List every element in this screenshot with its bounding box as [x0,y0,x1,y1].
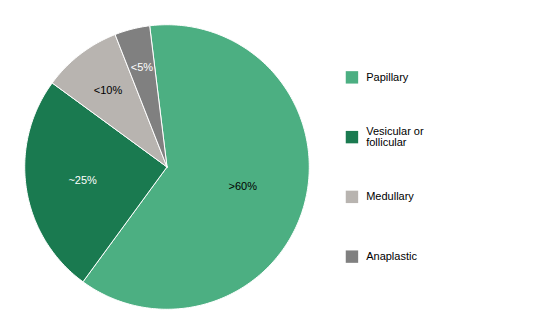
svg-text:Anaplastic: Anaplastic [366,250,417,262]
svg-text:<10%: <10% [94,84,123,96]
svg-text:Medullary: Medullary [366,190,414,202]
svg-text:<5%: <5% [131,61,154,73]
svg-text:Vesicular orfollicular: Vesicular orfollicular [366,125,424,148]
svg-text:~25%: ~25% [68,174,97,186]
svg-text:Papillary: Papillary [366,71,409,83]
svg-text:>60%: >60% [228,180,257,192]
